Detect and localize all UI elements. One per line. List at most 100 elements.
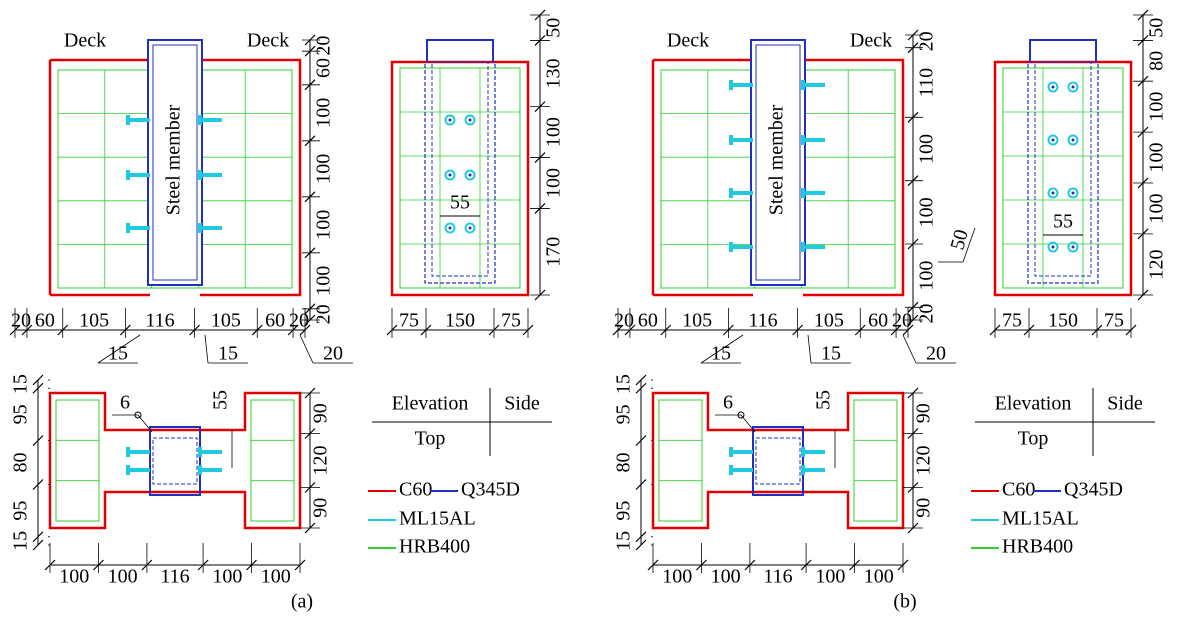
steel-dashed (153, 438, 197, 484)
dim-label: 100 (313, 210, 335, 240)
dim-label: 105 (682, 310, 712, 332)
rebar-cage (400, 68, 520, 288)
dim-label: 75 (501, 310, 521, 332)
bolt-core (1072, 86, 1075, 89)
bolt-core (449, 174, 452, 177)
steel-dashed (425, 62, 495, 283)
panel-label: (b) (893, 591, 916, 613)
dim-label: 100 (916, 197, 938, 227)
dim-label: 75 (399, 310, 419, 332)
dim-label: 100 (313, 266, 335, 296)
deck-label: Deck (64, 30, 106, 52)
dim-label: 80 (10, 453, 32, 473)
dim-label: 95 (613, 404, 635, 424)
dim-label: 50 (543, 18, 565, 38)
deck-label: Deck (247, 30, 289, 52)
view-label: Elevation (995, 393, 1072, 415)
dim-label: 120 (913, 446, 935, 476)
dim-label: 100 (59, 566, 89, 588)
dim-label: 170 (543, 237, 565, 267)
bolt-core (449, 119, 452, 122)
dim-label: 60 (35, 310, 55, 332)
dim-label: 15 (711, 343, 731, 365)
dim-label: 60 (313, 58, 335, 78)
dim-label: 150 (1048, 310, 1078, 332)
bolt-core (1072, 192, 1075, 195)
concrete-outline (392, 62, 528, 295)
dim-label: 80 (613, 453, 635, 473)
dim-label: 150 (445, 310, 475, 332)
dim-label: 15 (10, 374, 32, 394)
panel-label: (a) (291, 591, 313, 613)
legend-label: Q345D (461, 479, 520, 501)
dim-label: 90 (310, 498, 332, 518)
dim-label: 60 (868, 310, 888, 332)
steel-dashed (1028, 62, 1098, 283)
dim-label: 100 (313, 98, 335, 128)
dim-label: 90 (913, 403, 935, 423)
steel-cap (1030, 40, 1096, 62)
dim-label: 100 (864, 566, 894, 588)
dim-label: 100 (543, 168, 565, 198)
bolt-core (469, 227, 472, 230)
dim-label: 20 (313, 304, 335, 324)
dim-label: 75 (1002, 310, 1022, 332)
dim-label: 100 (662, 566, 692, 588)
bolt-core (1072, 139, 1075, 142)
steel-member (753, 427, 803, 495)
dim-label: 100 (261, 566, 291, 588)
concrete-outline (995, 62, 1131, 295)
bolt-core (449, 227, 452, 230)
dim-label: 15 (218, 343, 238, 365)
member-label: Steel member (766, 104, 788, 215)
legend-label: C60 (399, 479, 432, 501)
dim-label: 50 (946, 227, 972, 252)
dim-label: 120 (310, 446, 332, 476)
view-label: Top (415, 428, 446, 450)
steel-member (150, 427, 200, 495)
dim-label: 100 (916, 134, 938, 164)
steel-dashed (756, 438, 800, 484)
dim-label: 116 (763, 566, 792, 588)
steel-cap (427, 40, 493, 62)
view-label: Side (504, 393, 540, 415)
dim-label: 116 (160, 566, 189, 588)
dim-label: 90 (310, 403, 332, 423)
view-label: Side (1107, 393, 1143, 415)
dim-label: 80 (1146, 51, 1168, 71)
dim-label: 100 (108, 566, 138, 588)
dim-label: 60 (265, 310, 285, 332)
dim-label: 15 (613, 374, 635, 394)
dim-label: 60 (638, 310, 658, 332)
dim-label: 15 (10, 531, 32, 551)
legend-label: Q345D (1064, 479, 1123, 501)
dim-label: 100 (543, 117, 565, 147)
panel: Steel memberDeckDeck20601001001001002020… (10, 10, 565, 613)
dim-label: 100 (1146, 143, 1168, 173)
rebar-cage (251, 400, 294, 521)
deck-label: Deck (667, 30, 709, 52)
dim-label: 100 (313, 154, 335, 184)
dim-label: 55 (450, 192, 470, 214)
dim-label: 105 (211, 310, 241, 332)
legend-label: HRB400 (1002, 536, 1073, 558)
deck-label: Deck (850, 30, 892, 52)
dim-label: 116 (748, 310, 777, 332)
dim-label: 20 (916, 31, 938, 51)
dim-label: 130 (543, 59, 565, 89)
dim-label: 50 (1146, 18, 1168, 38)
weld-label: 6 (120, 392, 130, 414)
dim-label: 100 (815, 566, 845, 588)
dim-label: 95 (10, 404, 32, 424)
dim-label: 105 (814, 310, 844, 332)
member-label: Steel member (163, 104, 185, 215)
legend-label: ML15AL (1002, 508, 1079, 530)
rebar-cage (56, 400, 99, 521)
bolt-core (469, 119, 472, 122)
dim-label: 15 (613, 531, 635, 551)
concrete-outline (653, 393, 903, 528)
concrete-outline (50, 393, 300, 528)
dim-label: 100 (212, 566, 242, 588)
dim-label: 55 (1053, 211, 1073, 233)
view-label: Top (1018, 428, 1049, 450)
